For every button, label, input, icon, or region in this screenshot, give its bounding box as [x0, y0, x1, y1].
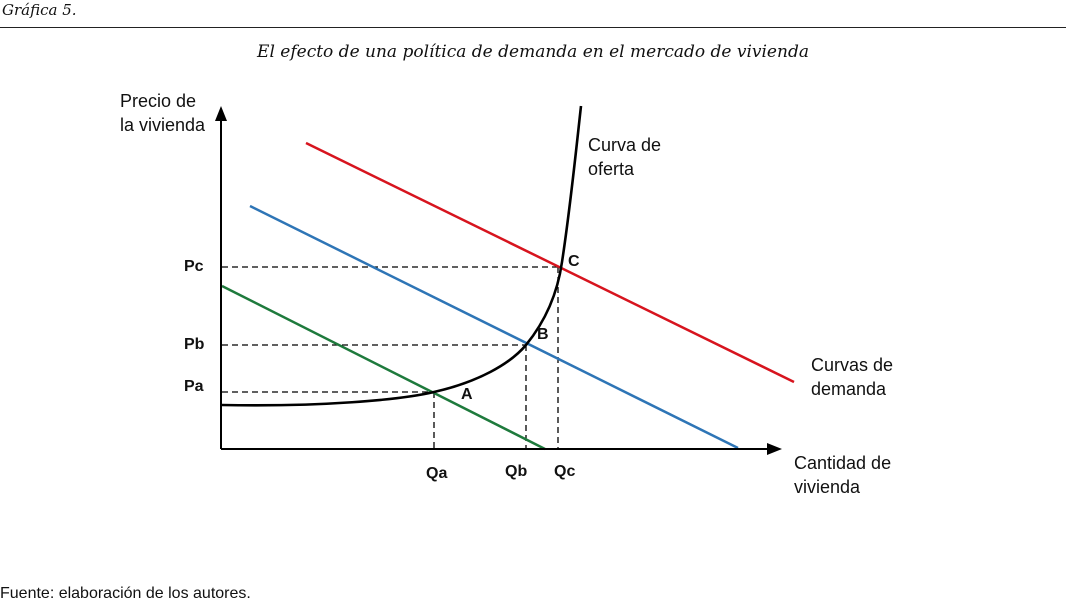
figure-number: Gráfica 5.	[2, 1, 77, 19]
y-axis-title-line-1: Precio de	[120, 91, 197, 111]
quantity-tick-qc: Qc	[554, 463, 576, 480]
y-axis-title: Precio de la vivienda	[120, 89, 205, 137]
quantity-tick-qa: Qa	[426, 465, 448, 482]
x-axis-title-line-2: vivienda	[794, 477, 861, 497]
price-tick-pb: Pb	[184, 336, 205, 353]
supply-label-line-2: oferta	[588, 159, 635, 179]
supply-label-line-1: Curva de	[588, 135, 662, 155]
equilibrium-label-b: B	[537, 326, 549, 343]
equilibrium-label-a: A	[461, 386, 473, 403]
price-tick-pa: Pa	[184, 378, 204, 395]
y-axis-arrow-icon	[215, 106, 227, 121]
demand-curve-high	[305, 141, 795, 384]
equilibrium-label-c: C	[568, 253, 580, 270]
demand-curve-low	[221, 284, 546, 451]
demand-curves-label: Curvas de demanda	[811, 353, 893, 401]
figure-title: El efecto de una política de demanda en …	[257, 42, 809, 62]
price-tick-pc: Pc	[184, 258, 204, 275]
top-rule	[0, 27, 1066, 28]
x-axis-title-line-1: Cantidad de	[794, 453, 892, 473]
demand-curve-mid	[249, 204, 739, 450]
x-axis-title: Cantidad de vivienda	[794, 451, 891, 499]
supply-curve-label: Curva de oferta	[588, 133, 661, 181]
guide-lines	[222, 266, 559, 449]
demand-label-line-1: Curvas de	[811, 355, 894, 375]
quantity-tick-qb: Qb	[505, 463, 528, 480]
demand-label-line-2: demanda	[811, 379, 887, 399]
axes	[220, 118, 770, 450]
supply-curve	[221, 105, 583, 407]
x-axis-arrow-icon	[767, 443, 782, 455]
y-axis-title-line-2: la vivienda	[120, 115, 206, 135]
source-note: Fuente: elaboración de los autores.	[0, 585, 251, 601]
